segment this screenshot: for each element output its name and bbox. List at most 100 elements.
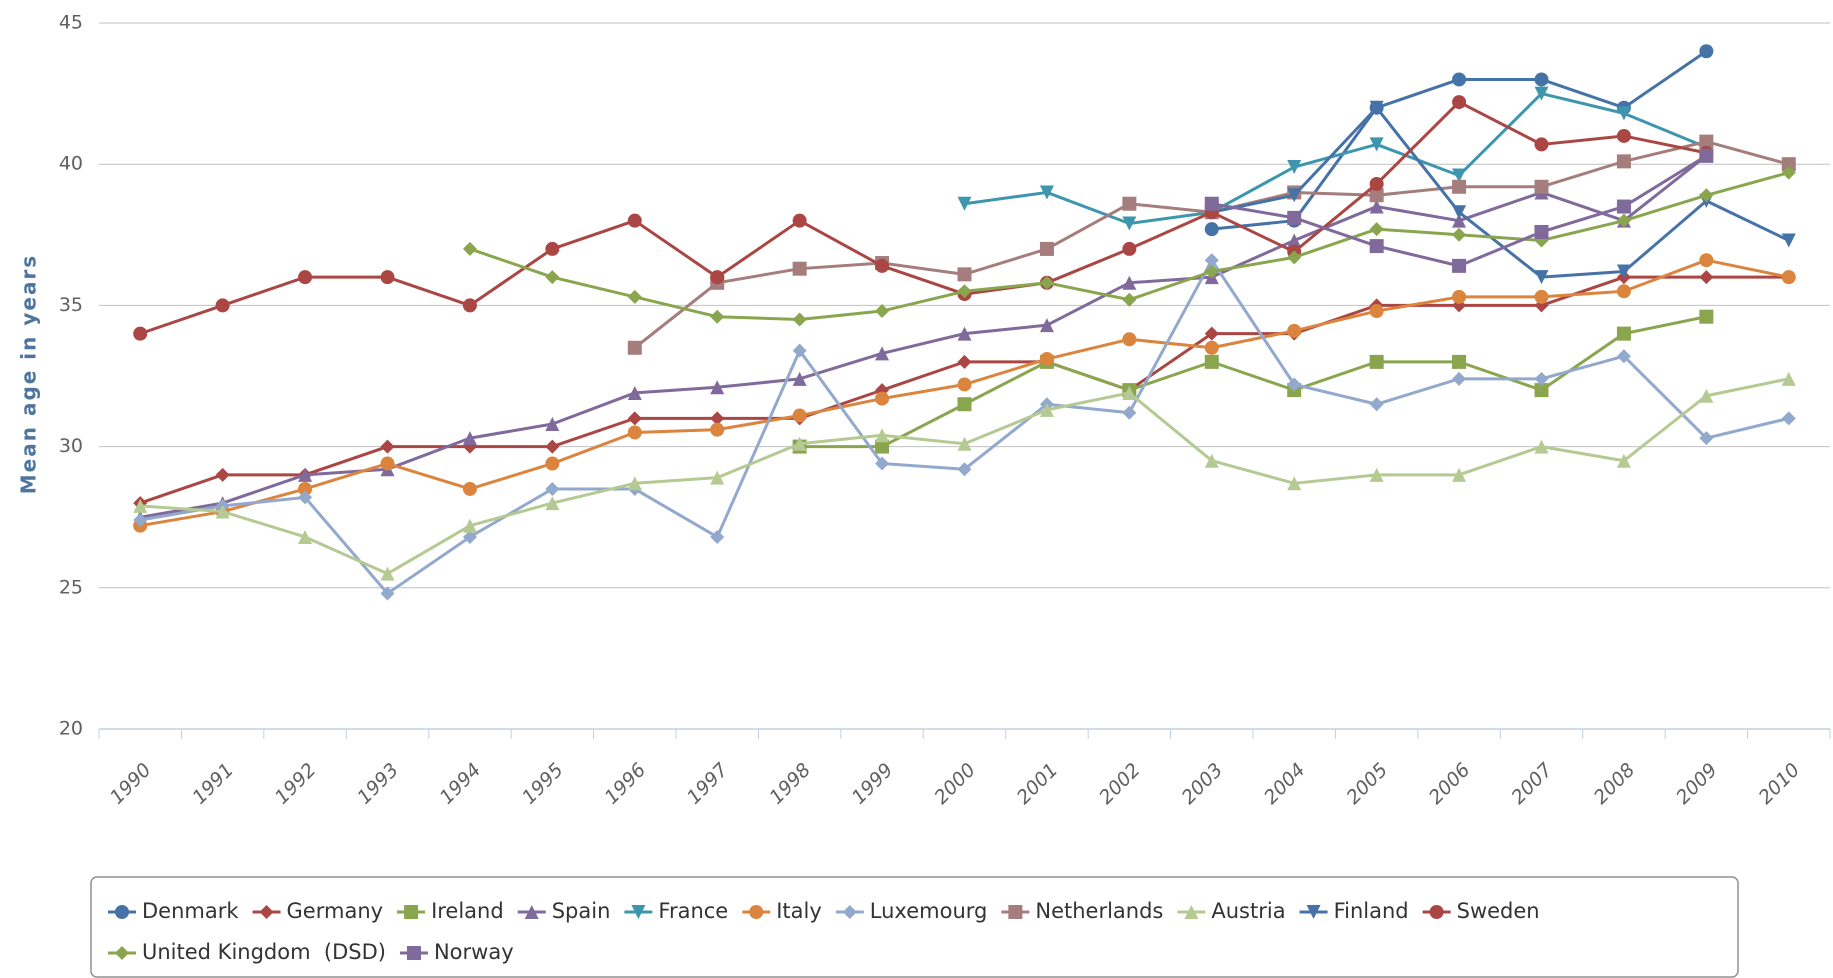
data-point xyxy=(1204,264,1219,279)
series-line xyxy=(964,92,1707,226)
legend-label: United Kingdom (DSD) xyxy=(142,940,386,964)
data-point xyxy=(1369,354,1384,369)
data-point xyxy=(710,380,725,395)
legend-marker xyxy=(1184,905,1199,919)
data-point xyxy=(1369,397,1384,412)
data-point xyxy=(1452,467,1467,482)
x-tick-label: 1996 xyxy=(600,759,650,809)
legend-marker xyxy=(1008,905,1023,919)
data-point xyxy=(710,422,725,437)
y-tick-label: 25 xyxy=(59,576,83,598)
data-point xyxy=(1369,467,1384,482)
data-point xyxy=(1699,134,1714,149)
data-point xyxy=(380,456,395,471)
data-point xyxy=(792,408,807,423)
legend-label: Italy xyxy=(776,899,822,923)
data-point xyxy=(875,428,890,443)
data-point xyxy=(380,566,395,581)
data-point xyxy=(1369,239,1384,254)
data-point xyxy=(1534,179,1549,194)
legend-marker xyxy=(631,905,646,919)
data-point xyxy=(1452,213,1467,228)
legend-label: Netherlands xyxy=(1035,899,1163,923)
data-point xyxy=(1204,453,1219,468)
data-point xyxy=(1781,165,1796,180)
legend-item: France xyxy=(624,899,728,923)
x-tick-label: 1992 xyxy=(271,759,321,809)
data-point xyxy=(710,270,725,285)
y-tick-label: 45 xyxy=(59,12,83,34)
data-point xyxy=(1452,205,1467,220)
data-point xyxy=(1616,284,1631,299)
data-point xyxy=(1699,431,1714,446)
data-point xyxy=(957,196,972,211)
data-point xyxy=(1616,154,1631,169)
x-tick-label: 2002 xyxy=(1095,759,1145,809)
data-point xyxy=(462,529,477,544)
data-point xyxy=(1616,453,1631,468)
legend-item: Denmark xyxy=(108,899,239,923)
data-point xyxy=(1452,289,1467,304)
legend-item: United Kingdom (DSD) xyxy=(108,940,386,964)
data-point xyxy=(1287,323,1302,338)
data-point xyxy=(627,425,642,440)
y-axis-title: Mean age in years xyxy=(17,254,41,494)
data-point xyxy=(1122,275,1137,290)
data-point xyxy=(792,312,807,327)
x-tick-label: 1990 xyxy=(106,759,156,809)
data-point xyxy=(380,586,395,601)
data-point xyxy=(627,476,642,491)
data-point xyxy=(1699,270,1714,285)
data-point xyxy=(1534,72,1549,87)
data-point xyxy=(1699,309,1714,324)
data-point xyxy=(545,481,560,496)
data-point xyxy=(1616,264,1631,279)
data-point xyxy=(875,456,890,471)
data-point xyxy=(215,467,230,482)
data-point xyxy=(957,284,972,299)
data-point xyxy=(1039,402,1054,417)
series-line xyxy=(139,100,1707,336)
legend-marker xyxy=(115,905,129,919)
data-point xyxy=(462,241,477,256)
x-tick-label: 2007 xyxy=(1507,759,1557,809)
x-tick-label: 2009 xyxy=(1672,759,1722,809)
data-point xyxy=(1616,326,1631,341)
data-point xyxy=(133,498,148,513)
data-point xyxy=(875,258,890,273)
x-tick-label: 2008 xyxy=(1590,759,1640,809)
series-line xyxy=(633,140,1790,349)
data-point xyxy=(1534,224,1549,239)
data-point xyxy=(1534,289,1549,304)
data-point xyxy=(380,270,395,285)
legend-marker xyxy=(749,905,764,919)
data-point xyxy=(1287,377,1302,392)
series-line xyxy=(799,315,1707,449)
data-point xyxy=(1699,44,1714,59)
data-point xyxy=(1616,349,1631,364)
data-point xyxy=(462,481,477,496)
y-tick-label: 30 xyxy=(59,435,83,457)
data-point xyxy=(957,267,972,282)
data-point xyxy=(1699,253,1714,268)
data-point xyxy=(957,377,972,392)
legend-label: Sweden xyxy=(1457,899,1540,923)
legend-item: Luxemourg xyxy=(835,899,987,923)
data-point xyxy=(1452,168,1467,183)
data-point xyxy=(1616,199,1631,214)
x-tick-label: 1998 xyxy=(765,759,815,809)
data-point xyxy=(1122,241,1137,256)
data-point xyxy=(627,385,642,400)
data-point xyxy=(875,304,890,319)
data-point xyxy=(1287,476,1302,491)
data-point xyxy=(1204,222,1219,237)
data-point xyxy=(1699,188,1714,203)
data-point xyxy=(1616,213,1631,228)
data-point xyxy=(710,529,725,544)
data-point xyxy=(298,467,313,482)
data-point xyxy=(1699,148,1714,163)
data-point xyxy=(792,371,807,386)
x-tick-label: 2006 xyxy=(1425,759,1475,809)
y-tick-label: 35 xyxy=(59,294,83,316)
